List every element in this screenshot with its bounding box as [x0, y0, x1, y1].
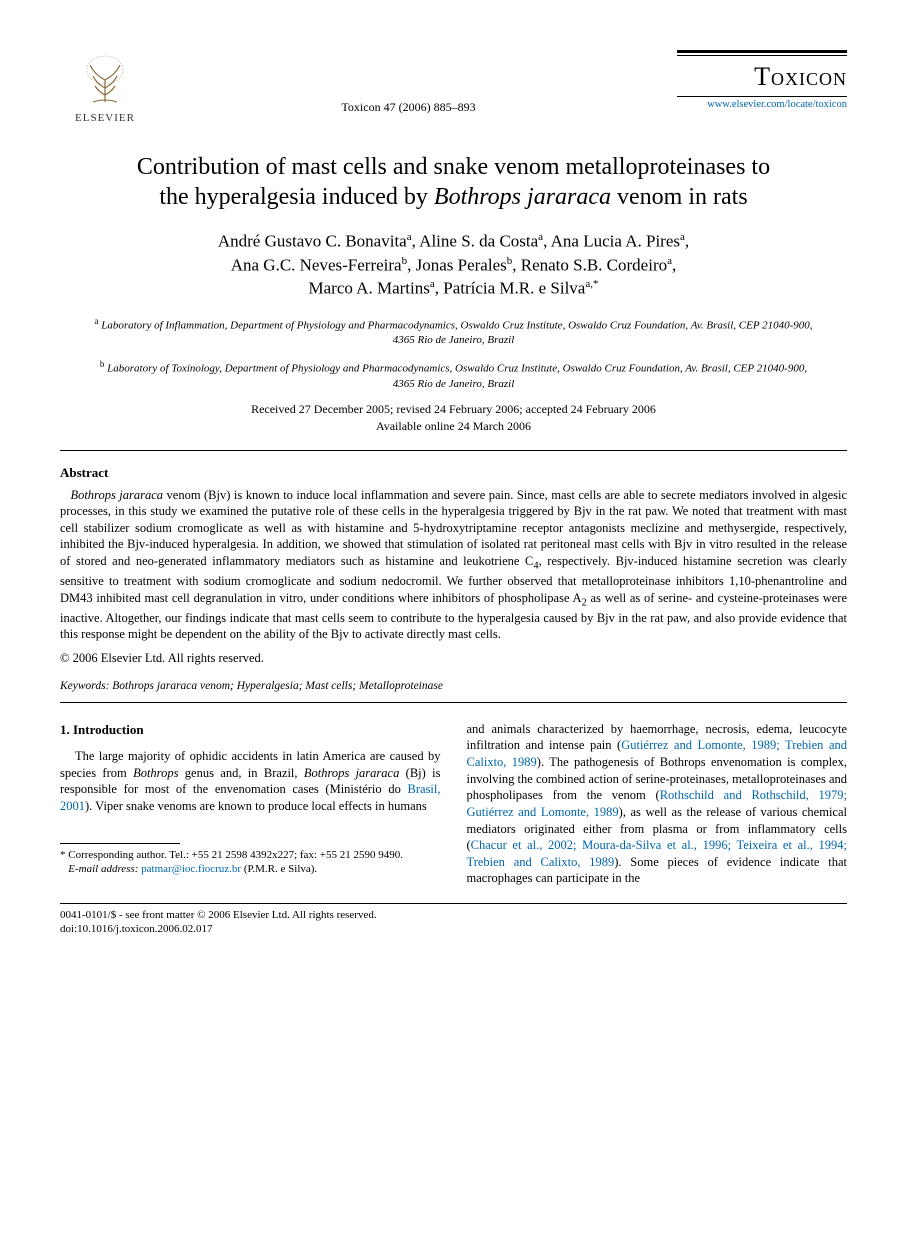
- author: Patrícia M.R. e Silva: [443, 279, 585, 298]
- intro-species: Bothrops jararaca: [304, 766, 399, 780]
- footer-doi: doi:10.1016/j.toxicon.2006.02.017: [60, 923, 212, 935]
- footer-divider-icon: [60, 903, 847, 904]
- corresponding-author-footnote: * Corresponding author. Tel.: +55 21 259…: [60, 848, 441, 877]
- keywords: Keywords: Bothrops jararaca venom; Hyper…: [60, 680, 847, 692]
- affiliation-b: b Laboratory of Toxinology, Department o…: [90, 358, 817, 391]
- author-list: André Gustavo C. Bonavitaa, Aline S. da …: [80, 230, 827, 301]
- author: Renato S.B. Cordeiro: [521, 255, 667, 274]
- journal-block: Toxicon www.elsevier.com/locate/toxicon: [667, 50, 847, 110]
- keywords-text: Bothrops jararaca venom; Hyperalgesia; M…: [109, 680, 443, 692]
- dates-line2: Available online 24 March 2006: [376, 419, 531, 433]
- header-row: ELSEVIER Toxicon 47 (2006) 885–893 Toxic…: [60, 50, 847, 124]
- divider-icon: [60, 702, 847, 703]
- intro-text: genus and, in Brazil,: [178, 766, 303, 780]
- left-column: 1. Introduction The large majority of op…: [60, 721, 441, 887]
- affil-text: Laboratory of Toxinology, Department of …: [104, 363, 807, 390]
- author: Ana Lucia A. Pires: [551, 232, 680, 251]
- header-citation: Toxicon 47 (2006) 885–893: [150, 100, 667, 115]
- journal-rule-icon: [677, 55, 847, 56]
- footnote-divider-icon: [60, 843, 180, 844]
- article-dates: Received 27 December 2005; revised 24 Fe…: [60, 401, 847, 433]
- footnote-corr: * Corresponding author. Tel.: +55 21 259…: [60, 849, 403, 861]
- title-line2-pre: the hyperalgesia induced by: [159, 184, 434, 210]
- intro-genus: Bothrops: [133, 766, 178, 780]
- affiliation-a: a Laboratory of Inflammation, Department…: [90, 315, 817, 348]
- abstract-copyright: © 2006 Elsevier Ltd. All rights reserved…: [60, 651, 847, 666]
- intro-paragraph: The large majority of ophidic accidents …: [60, 748, 441, 815]
- footnote-email-link[interactable]: patmar@ioc.fiocruz.br: [141, 863, 241, 875]
- journal-rule-icon: [677, 96, 847, 97]
- journal-url-link[interactable]: www.elsevier.com/locate/toxicon: [707, 99, 847, 110]
- page-root: ELSEVIER Toxicon 47 (2006) 885–893 Toxic…: [0, 0, 907, 977]
- publisher-label: ELSEVIER: [75, 112, 135, 124]
- author: Jonas Perales: [416, 255, 507, 274]
- article-title: Contribution of mast cells and snake ven…: [70, 152, 837, 212]
- abstract-species: Bothrops jararaca: [70, 488, 163, 502]
- author-affil-sup: a: [667, 255, 672, 267]
- author-affil-sup: a,*: [585, 278, 598, 290]
- keywords-label: Keywords:: [60, 680, 109, 692]
- journal-rule-icon: [677, 50, 847, 53]
- abstract-body: Bothrops jararaca venom (Bjv) is known t…: [60, 487, 847, 643]
- divider-icon: [60, 450, 847, 451]
- title-line1: Contribution of mast cells and snake ven…: [137, 154, 770, 180]
- dates-line1: Received 27 December 2005; revised 24 Fe…: [251, 402, 656, 416]
- journal-name: Toxicon: [754, 62, 847, 92]
- page-footer: 0041-0101/$ - see front matter © 2006 El…: [60, 908, 847, 937]
- elsevier-logo-icon: [75, 50, 135, 110]
- affil-text: Laboratory of Inflammation, Department o…: [98, 319, 812, 346]
- footer-line1: 0041-0101/$ - see front matter © 2006 El…: [60, 909, 377, 921]
- author: Aline S. da Costa: [419, 232, 538, 251]
- author-affil-sup: a: [430, 278, 435, 290]
- author-affil-sup: b: [507, 255, 513, 267]
- footnote-email-tail: (P.M.R. e Silva).: [241, 863, 317, 875]
- title-line2-post: venom in rats: [611, 184, 748, 210]
- author-affil-sup: a: [538, 231, 543, 243]
- author-affil-sup: a: [680, 231, 685, 243]
- author: Ana G.C. Neves-Ferreira: [231, 255, 402, 274]
- publisher-block: ELSEVIER: [60, 50, 150, 124]
- right-column: and animals characterized by haemorrhage…: [467, 721, 848, 887]
- intro-text: ). Viper snake venoms are known to produ…: [85, 799, 427, 813]
- author-affil-sup: a: [407, 231, 412, 243]
- intro-paragraph-cont: and animals characterized by haemorrhage…: [467, 721, 848, 887]
- footnote-email-label: E-mail address:: [68, 863, 138, 875]
- author: André Gustavo C. Bonavita: [218, 232, 407, 251]
- abstract-heading: Abstract: [60, 465, 847, 481]
- section-heading-intro: 1. Introduction: [60, 721, 441, 738]
- author-affil-sup: b: [402, 255, 408, 267]
- title-species: Bothrops jararaca: [434, 184, 611, 210]
- body-columns: 1. Introduction The large majority of op…: [60, 721, 847, 887]
- author: Marco A. Martins: [309, 279, 430, 298]
